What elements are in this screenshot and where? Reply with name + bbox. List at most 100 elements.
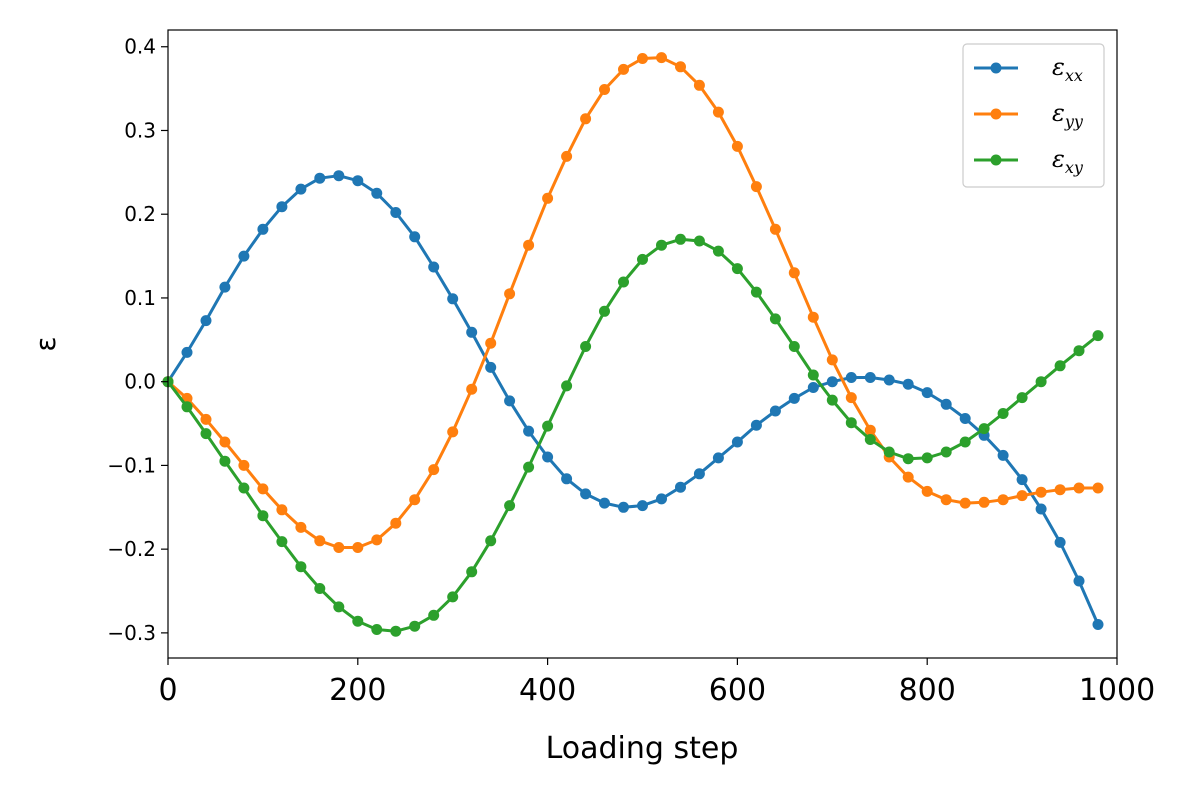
legend-label-symbol: ε xyxy=(1052,99,1065,127)
y-tick-label: −0.1 xyxy=(107,453,156,477)
data-point-xx xyxy=(864,372,876,383)
data-point-xx xyxy=(352,175,364,187)
data-point-yy xyxy=(675,61,686,73)
y-tick-label: 0.4 xyxy=(124,35,156,59)
data-point-yy xyxy=(504,288,516,300)
y-tick-label: 0.0 xyxy=(124,370,156,394)
y-axis-label: ε xyxy=(29,336,62,351)
legend-swatch-marker xyxy=(990,108,1002,120)
data-point-xx xyxy=(390,207,402,218)
data-point-xx xyxy=(561,473,573,485)
data-point-xy xyxy=(447,591,459,603)
data-point-xx xyxy=(1035,503,1047,515)
data-point-xy xyxy=(959,436,971,448)
data-point-xy xyxy=(637,253,648,265)
legend-item-yy: εyy xyxy=(974,99,1084,131)
data-point-xy xyxy=(333,601,345,613)
data-point-yy xyxy=(731,140,743,152)
data-point-xy xyxy=(1073,345,1085,357)
data-point-xx xyxy=(447,293,459,305)
data-point-xx xyxy=(219,281,231,293)
legend-label-subscript: xy xyxy=(1065,158,1084,177)
data-point-xy xyxy=(618,276,629,288)
data-point-xy xyxy=(371,624,383,635)
legend-label-xx: εxx xyxy=(1052,53,1083,85)
data-point-xx xyxy=(807,382,819,393)
data-point-xx xyxy=(826,376,838,388)
data-point-xy xyxy=(1054,360,1066,372)
data-point-xx xyxy=(238,250,250,262)
data-point-yy xyxy=(447,426,459,438)
data-point-yy xyxy=(333,542,345,553)
data-point-xx xyxy=(731,436,743,448)
data-point-xy xyxy=(693,235,705,247)
series-xx xyxy=(162,170,1104,630)
series-layer xyxy=(162,52,1104,637)
data-point-yy xyxy=(200,413,212,425)
legend-label-subscript: xx xyxy=(1065,66,1083,85)
x-tick-label: 400 xyxy=(519,673,576,708)
data-point-xy xyxy=(769,313,781,325)
series-xy xyxy=(162,233,1104,637)
data-point-yy xyxy=(295,521,307,533)
data-point-xy xyxy=(580,341,592,352)
data-point-xx xyxy=(580,488,592,500)
data-point-yy xyxy=(769,223,781,235)
plot-frame xyxy=(167,29,1118,659)
data-point-xy xyxy=(257,510,269,522)
data-point-yy xyxy=(978,496,990,508)
data-point-xx xyxy=(295,183,307,195)
data-point-xy xyxy=(1035,376,1047,388)
legend-box xyxy=(962,43,1105,188)
data-point-yy xyxy=(314,535,326,547)
data-point-xx xyxy=(769,405,781,417)
data-point-xy xyxy=(504,500,516,512)
data-point-xy xyxy=(731,263,743,275)
data-point-xx xyxy=(542,451,554,463)
data-point-yy xyxy=(542,192,554,204)
data-point-xy xyxy=(978,423,990,435)
data-point-yy xyxy=(656,52,667,64)
data-point-xy xyxy=(902,453,914,465)
data-point-yy xyxy=(409,494,421,506)
data-point-yy xyxy=(637,53,648,64)
data-point-xx xyxy=(200,315,212,327)
data-point-xy xyxy=(238,482,250,494)
y-tick-label: 0.1 xyxy=(124,286,156,310)
data-point-xy xyxy=(219,455,231,467)
data-point-yy xyxy=(599,84,610,95)
data-point-yy xyxy=(466,383,478,395)
data-point-xy xyxy=(276,536,288,548)
data-point-xx xyxy=(1073,575,1085,587)
data-point-xy xyxy=(864,434,876,445)
data-point-xy xyxy=(523,461,535,473)
data-point-xy xyxy=(883,446,895,458)
data-point-xx xyxy=(940,398,952,410)
data-point-yy xyxy=(693,79,705,91)
data-point-xy xyxy=(314,583,326,594)
data-point-xy xyxy=(295,561,307,573)
data-point-xx xyxy=(845,372,857,383)
data-point-yy xyxy=(788,267,800,279)
data-point-xy xyxy=(712,245,724,257)
data-point-xx xyxy=(599,497,610,509)
data-point-xx xyxy=(997,449,1009,461)
data-point-yy xyxy=(712,106,724,118)
x-tick-label: 800 xyxy=(899,673,956,708)
y-tick-label: 0.3 xyxy=(124,118,156,142)
x-tick-label: 0 xyxy=(158,673,177,708)
data-point-xy xyxy=(1016,392,1028,404)
data-point-xx xyxy=(959,413,971,424)
data-point-yy xyxy=(371,534,383,546)
data-point-yy xyxy=(750,181,762,193)
data-point-yy xyxy=(921,485,933,497)
data-point-xx xyxy=(693,468,705,480)
y-tick-label: −0.3 xyxy=(107,621,156,645)
data-point-yy xyxy=(618,63,629,75)
data-point-xx xyxy=(1016,474,1028,486)
data-point-xx xyxy=(181,346,193,358)
data-point-xx xyxy=(902,378,914,390)
data-point-yy xyxy=(352,542,364,553)
